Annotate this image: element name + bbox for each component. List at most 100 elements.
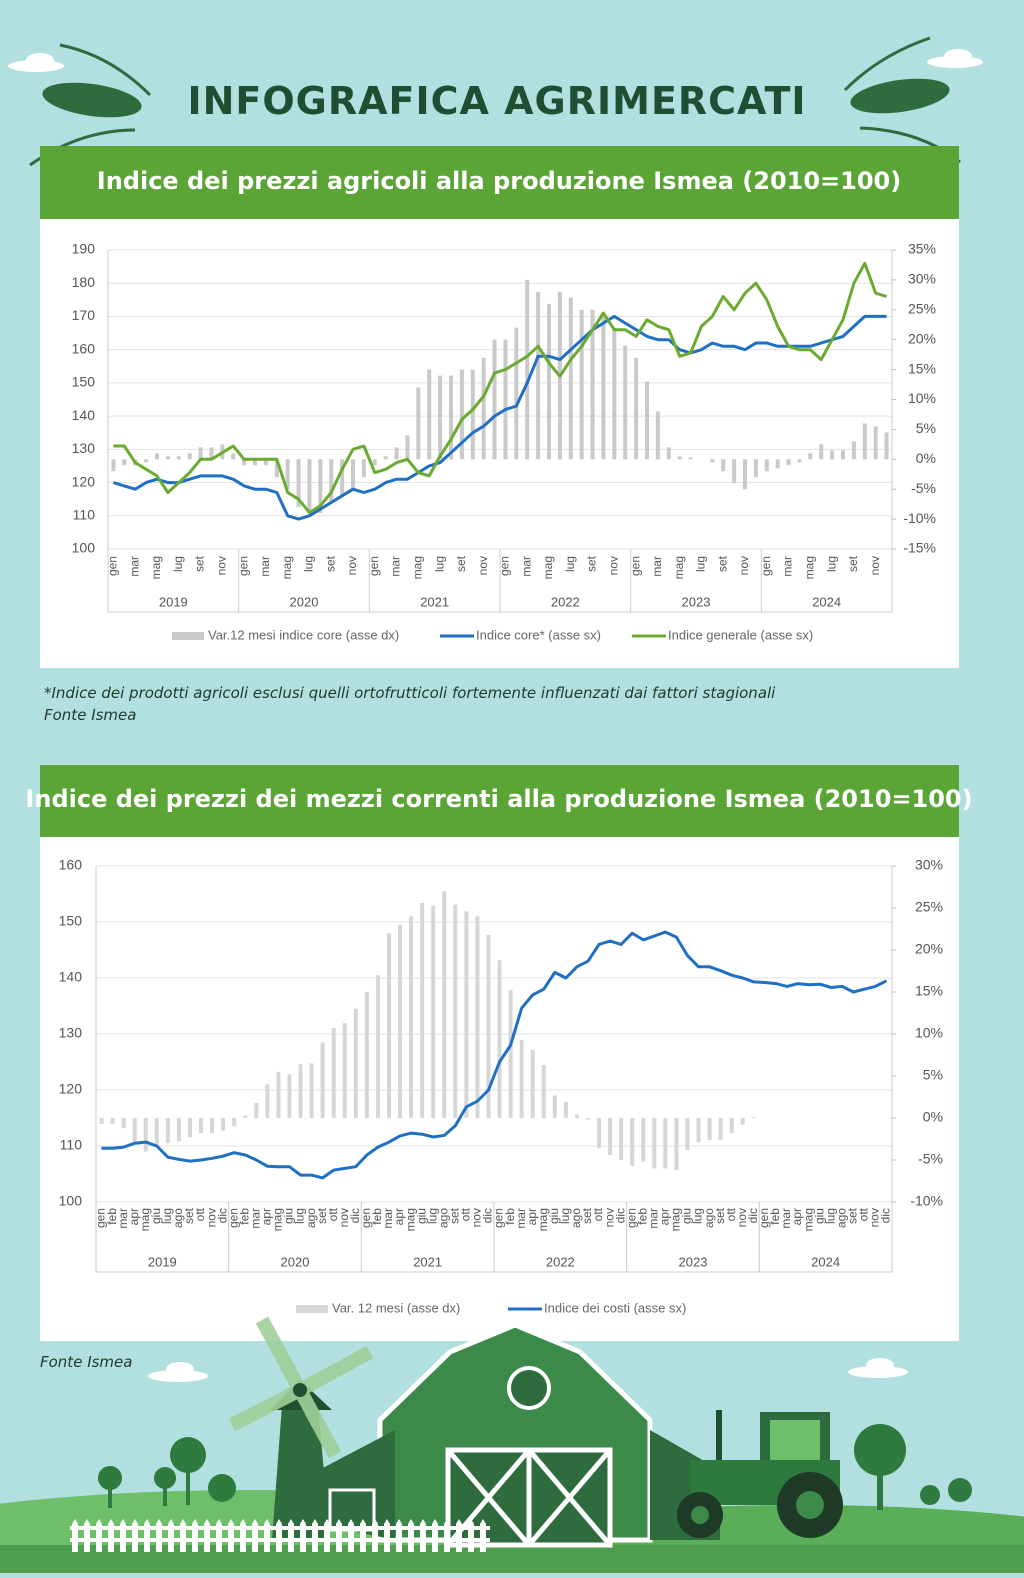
x-tick-label: ago xyxy=(304,1208,318,1228)
bar xyxy=(340,459,345,496)
bar xyxy=(459,369,464,460)
bar xyxy=(438,375,443,460)
bar xyxy=(199,1118,204,1134)
x-tick-label: ott xyxy=(857,1207,871,1221)
x-tick-label: feb xyxy=(768,1208,782,1225)
y2-tick-label: 20% xyxy=(908,330,936,346)
x-tick-label: mag xyxy=(271,1208,285,1231)
x-group-label: 2019 xyxy=(159,594,188,609)
y-tick-label: 140 xyxy=(72,407,96,423)
x-tick-label: set xyxy=(315,1207,329,1224)
bar xyxy=(568,297,573,460)
x-tick-label: nov xyxy=(607,556,621,575)
x-tick-label: gen xyxy=(226,1208,240,1228)
bar xyxy=(547,303,551,460)
bar xyxy=(143,1118,148,1152)
x-tick-label: giu xyxy=(547,1208,561,1224)
bar xyxy=(253,459,257,466)
bar xyxy=(361,459,366,478)
bar xyxy=(154,1118,159,1146)
bar xyxy=(298,1064,303,1118)
legend-label: Indice dei costi (asse sx) xyxy=(544,1300,686,1315)
x-tick-label: feb xyxy=(635,1208,649,1225)
source-note: Fonte Ismea xyxy=(44,706,136,724)
y-tick-label: 110 xyxy=(73,506,96,522)
x-tick-label: gen xyxy=(757,1208,771,1228)
bar xyxy=(342,1023,347,1118)
x-tick-label: ago xyxy=(702,1208,716,1228)
y-tick-label: 150 xyxy=(59,913,83,929)
bar xyxy=(674,1118,679,1171)
bar xyxy=(276,1071,281,1118)
bar xyxy=(753,459,758,478)
x-tick-label: giu xyxy=(414,1208,428,1224)
bar xyxy=(597,1118,602,1149)
bar xyxy=(394,447,399,460)
bar xyxy=(210,1118,215,1134)
x-tick-label: lug xyxy=(432,556,446,572)
bar xyxy=(187,1118,192,1138)
y-tick-label: 170 xyxy=(72,307,96,323)
bar xyxy=(231,453,236,460)
bar xyxy=(525,279,530,460)
bar xyxy=(331,1028,336,1118)
chart: 100 110 120 130 140 150 160 170 180 190 -15% -10% -5… xyxy=(72,241,936,643)
legend-swatch xyxy=(296,1305,328,1313)
x-tick-label: mag xyxy=(541,556,555,579)
x-tick-label: feb xyxy=(370,1208,384,1225)
bar xyxy=(351,459,355,490)
x-group-label: 2021 xyxy=(420,594,449,609)
y2-tick-label: 5% xyxy=(923,1067,943,1083)
x-tick-label: dic xyxy=(879,1208,893,1223)
x-tick-label: dic xyxy=(746,1208,760,1223)
x-tick-label: ott xyxy=(193,1207,207,1221)
x-tick-label: ott xyxy=(459,1207,473,1221)
x-tick-label: lug xyxy=(558,1208,572,1224)
bar xyxy=(729,1118,734,1134)
x-tick-label: set xyxy=(715,555,729,572)
x-tick-label: ott xyxy=(326,1207,340,1221)
x-tick-label: mag xyxy=(803,556,817,579)
x-tick-label: apr xyxy=(658,1208,672,1225)
x-tick-label: ago xyxy=(834,1208,848,1228)
bar xyxy=(449,375,453,460)
x-tick-label: ago xyxy=(171,1208,185,1228)
bar xyxy=(99,1118,104,1124)
bar xyxy=(663,1118,668,1169)
x-tick-label: apr xyxy=(525,1208,539,1225)
y2-tick-label: 30% xyxy=(908,271,936,287)
bar xyxy=(710,459,715,463)
x-tick-label: mag xyxy=(801,1208,815,1231)
bar xyxy=(808,453,813,460)
x-tick-label: mar xyxy=(389,556,403,577)
x-group-label: 2024 xyxy=(811,1254,840,1269)
y2-tick-label: 15% xyxy=(908,360,936,376)
x-tick-label: nov xyxy=(868,556,882,575)
y2-tick-label: 20% xyxy=(915,941,943,957)
x-tick-label: mar xyxy=(779,1208,793,1229)
bar xyxy=(830,450,835,460)
footnote: *Indice dei prodotti agricoli esclusi qu… xyxy=(44,684,776,702)
legend-label: Var.12 mesi indice core (asse dx) xyxy=(208,627,399,642)
x-tick-label: set xyxy=(182,1207,196,1224)
x-tick-label: gen xyxy=(624,1208,638,1228)
bar xyxy=(475,916,480,1118)
bar xyxy=(732,459,737,484)
x-tick-label: mag xyxy=(411,556,425,579)
x-tick-label: nov xyxy=(602,1208,616,1227)
bar xyxy=(364,992,369,1118)
bar xyxy=(786,459,791,466)
bar xyxy=(688,457,693,460)
x-tick-label: set xyxy=(580,1207,594,1224)
chart-title: Indice dei prezzi dei mezzi correnti all… xyxy=(25,785,972,813)
y-tick-label: 160 xyxy=(59,857,83,873)
x-tick-label: mar xyxy=(514,1208,528,1229)
bar xyxy=(442,891,447,1118)
bar xyxy=(884,432,889,460)
bar xyxy=(541,1065,546,1118)
x-tick-label: ago xyxy=(569,1208,583,1228)
x-tick-label: gen xyxy=(492,1208,506,1228)
line-series xyxy=(113,261,888,514)
x-group-label: 2022 xyxy=(551,594,580,609)
bar xyxy=(431,905,436,1118)
